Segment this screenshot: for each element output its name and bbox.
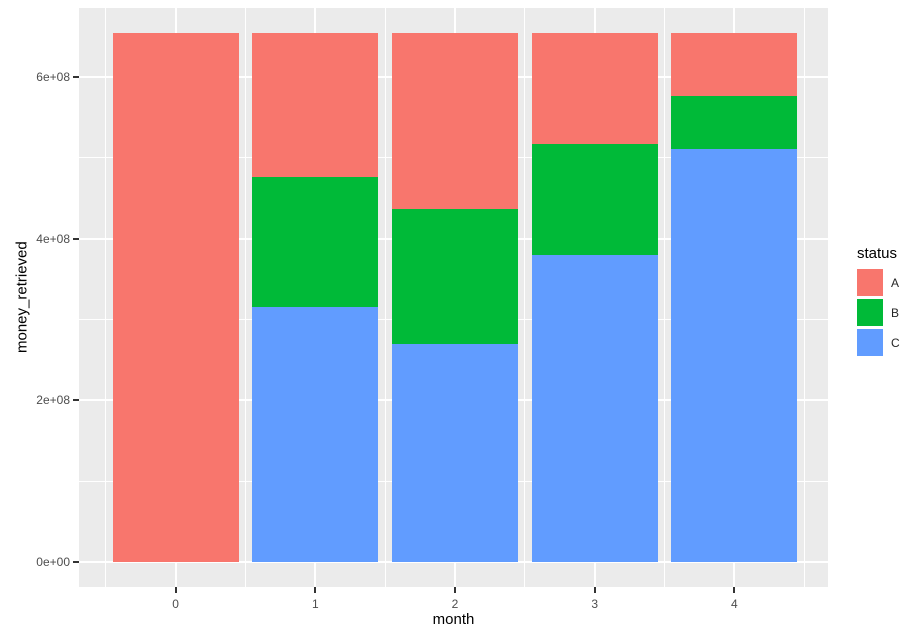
gridline-major-horizontal xyxy=(79,561,828,563)
x-tick-mark xyxy=(174,587,177,593)
legend-entry-A: A xyxy=(857,269,900,296)
y-axis-title: money_retrieved xyxy=(13,241,31,354)
bar-segment-C-month-1 xyxy=(252,306,379,562)
bar-segment-B-month-1 xyxy=(252,177,379,307)
gridline-minor-vertical xyxy=(244,8,246,587)
bar-segment-C-month-4 xyxy=(671,148,798,562)
x-tick-label: 0 xyxy=(172,597,179,611)
y-tick-label: 2e+08 xyxy=(36,393,70,408)
x-tick-label: 3 xyxy=(591,597,599,611)
bar-segment-B-month-3 xyxy=(531,144,658,255)
legend-entry-label: A xyxy=(891,275,900,290)
plot-panel xyxy=(79,8,828,587)
bar-segment-A-month-3 xyxy=(531,33,658,145)
bar-segment-C-month-2 xyxy=(392,343,518,562)
legend-swatch-A xyxy=(857,269,883,296)
gridline-minor-vertical xyxy=(384,8,386,587)
x-tick-mark xyxy=(454,587,456,593)
legend-entry-label: C xyxy=(891,335,900,350)
gridline-minor-vertical xyxy=(664,8,666,587)
x-tick-label: 4 xyxy=(731,597,738,611)
bar-segment-A-month-2 xyxy=(392,33,518,209)
bar-segment-C-month-3 xyxy=(531,254,658,562)
legend-entry-label: B xyxy=(891,305,900,320)
y-tick-label: 4e+08 xyxy=(36,231,70,246)
legend-swatch-C xyxy=(857,329,883,356)
legend-entry-B: B xyxy=(857,299,900,326)
x-tick-mark xyxy=(593,587,596,593)
y-tick-mark xyxy=(73,76,79,78)
y-tick-label: 0e+00 xyxy=(36,555,70,569)
legend-title: status xyxy=(857,245,898,262)
bar-segment-A-month-1 xyxy=(252,33,379,178)
legend-swatch-B xyxy=(857,299,883,326)
x-tick-mark xyxy=(314,587,317,593)
bar-segment-A-month-0 xyxy=(112,33,239,562)
y-tick-label: 6e+08 xyxy=(36,70,70,84)
legend-entry-C: C xyxy=(857,329,900,356)
x-tick-label: 2 xyxy=(451,597,459,611)
bar-segment-B-month-4 xyxy=(671,95,798,149)
y-tick-mark xyxy=(73,237,79,240)
bar-segment-B-month-2 xyxy=(392,208,518,344)
gridline-minor-vertical xyxy=(524,8,526,587)
bar-segment-A-month-4 xyxy=(671,33,798,96)
x-tick-label: 1 xyxy=(311,597,319,611)
y-tick-mark xyxy=(73,399,79,402)
gridline-minor-vertical xyxy=(105,8,107,587)
x-axis-title: month xyxy=(432,611,475,628)
y-tick-mark xyxy=(73,561,79,563)
x-tick-mark xyxy=(733,587,736,593)
gridline-minor-vertical xyxy=(803,8,805,587)
